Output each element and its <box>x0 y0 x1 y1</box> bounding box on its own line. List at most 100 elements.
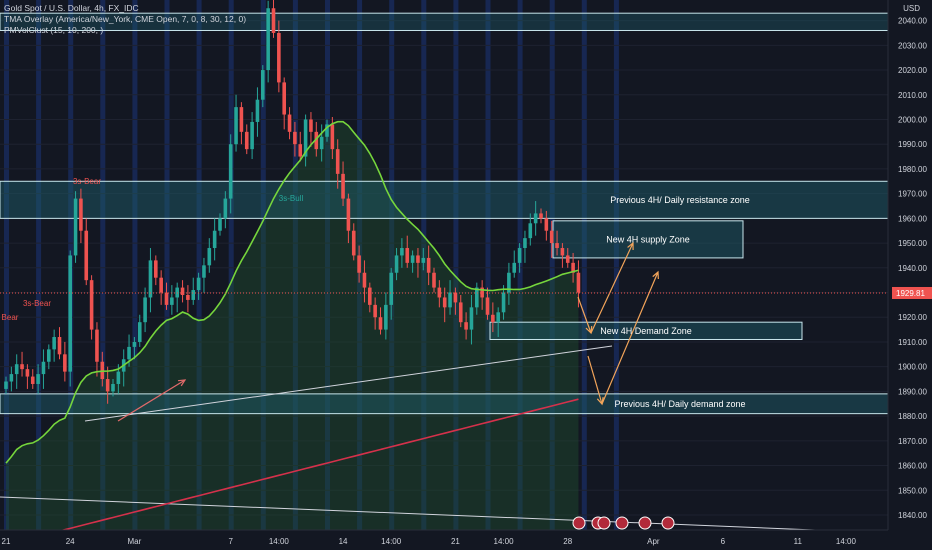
candle-body <box>261 70 265 100</box>
candle-body <box>528 223 533 239</box>
candle-body <box>432 272 436 288</box>
candle-body <box>501 292 506 313</box>
candle-body <box>394 255 399 273</box>
candle-body <box>512 262 517 273</box>
zone-labels: Previous 4H/ Daily resistance zone New 4H… <box>2 177 750 409</box>
candle-body <box>180 287 185 295</box>
price-tick: 1920.00 <box>898 313 927 322</box>
candle-body <box>565 255 570 263</box>
zone-box <box>0 393 889 415</box>
zone-label: New 4H supply Zone <box>606 234 690 244</box>
candle-body <box>555 243 559 249</box>
session-band <box>613 0 619 530</box>
event-flag-icon <box>661 516 675 530</box>
session-band <box>549 0 555 530</box>
session-band <box>453 0 459 530</box>
candle-body <box>143 297 147 323</box>
candle-body <box>571 262 575 273</box>
candle-body <box>362 272 367 288</box>
time-tick: 24 <box>66 537 75 546</box>
candle-body <box>36 374 40 384</box>
candle-body <box>159 277 163 293</box>
time-tick: 14:00 <box>836 537 857 546</box>
session-band <box>228 0 234 530</box>
price-tick: 1880.00 <box>898 412 927 421</box>
candle-body <box>330 124 335 150</box>
session-band <box>260 0 266 530</box>
moving-averages <box>5 120 579 546</box>
trend-line-up <box>84 345 613 422</box>
candle-body <box>271 8 276 33</box>
session-band <box>325 0 330 530</box>
candle-body <box>405 248 410 263</box>
price-tick: 1840.00 <box>898 511 927 520</box>
candle-body <box>475 287 479 308</box>
candle-body <box>127 346 131 360</box>
candle-body <box>244 131 249 150</box>
arrow-head <box>177 379 187 387</box>
time-tick: 14:00 <box>494 537 515 546</box>
session-band <box>36 0 42 530</box>
zone-box <box>0 180 889 219</box>
currency-label: USD <box>903 4 920 13</box>
signal-label: Bear <box>2 313 19 322</box>
candle-body <box>346 198 351 231</box>
projection-arrow <box>117 379 186 422</box>
candle-body <box>63 354 67 372</box>
candle-body <box>496 312 500 323</box>
event-flag-icon <box>615 516 629 530</box>
candle-body <box>335 149 340 174</box>
candle-body <box>400 248 404 256</box>
event-flag-icon <box>572 516 586 530</box>
candle-body <box>373 304 377 318</box>
candle-body <box>576 272 581 293</box>
projection-arrows <box>117 241 659 422</box>
candle-body <box>137 322 142 342</box>
candle-body <box>533 213 538 224</box>
candle-body <box>30 376 35 384</box>
candle-body <box>298 144 303 157</box>
candle-body <box>212 230 217 249</box>
price-tick: 2040.00 <box>898 17 927 26</box>
price-tick: 2000.00 <box>898 115 927 124</box>
candle-body <box>266 8 270 71</box>
price-tick: 1940.00 <box>898 264 927 273</box>
candle-body <box>116 371 121 384</box>
time-tick: Apr <box>647 537 660 546</box>
price-tick: 2020.00 <box>898 66 927 75</box>
projection-arrow <box>590 242 634 334</box>
session-band <box>4 0 9 530</box>
session-band <box>132 0 138 530</box>
event-flag-icon <box>638 516 652 530</box>
candle-body <box>148 260 153 298</box>
candle-body <box>293 131 297 145</box>
price-tick: 1890.00 <box>898 387 927 396</box>
legend-pmvolclust[interactable]: PMVolClust (15, 10, 200, ) <box>4 25 104 35</box>
trend-lines <box>0 345 891 534</box>
candle-body <box>384 304 388 330</box>
price-tick: 1970.00 <box>898 190 927 199</box>
candle-body <box>239 107 244 132</box>
candle-body <box>89 280 94 330</box>
chart-legend: Gold Spot / U.S. Dollar, 4h, FX_IDC TMA … <box>4 3 246 36</box>
price-tick: 2030.00 <box>898 41 927 50</box>
signal-label: 3s-Bear <box>23 299 51 308</box>
candle-body <box>234 107 238 145</box>
legend-tma-overlay[interactable]: TMA Overlay (America/New_York, CME Open,… <box>4 14 247 24</box>
time-axis[interactable]: 21 24 Mar 7 14:00 14 14:00 21 14:00 28 Apr 6 11 14:00 <box>0 529 932 550</box>
legend-symbol[interactable]: Gold Spot / U.S. Dollar, 4h, FX_IDC <box>4 3 139 13</box>
candle-body <box>480 287 484 298</box>
candle-body <box>507 272 511 293</box>
projection-arrow <box>577 296 592 334</box>
candle-body <box>202 265 206 278</box>
price-tick: 1980.00 <box>898 165 927 174</box>
time-tick: 21 <box>2 537 11 546</box>
candle-body <box>79 198 83 231</box>
candle-body <box>250 121 254 150</box>
candle-body <box>437 287 442 298</box>
candle-body <box>442 297 447 308</box>
candle-body <box>282 82 286 115</box>
candle-body <box>491 314 495 323</box>
